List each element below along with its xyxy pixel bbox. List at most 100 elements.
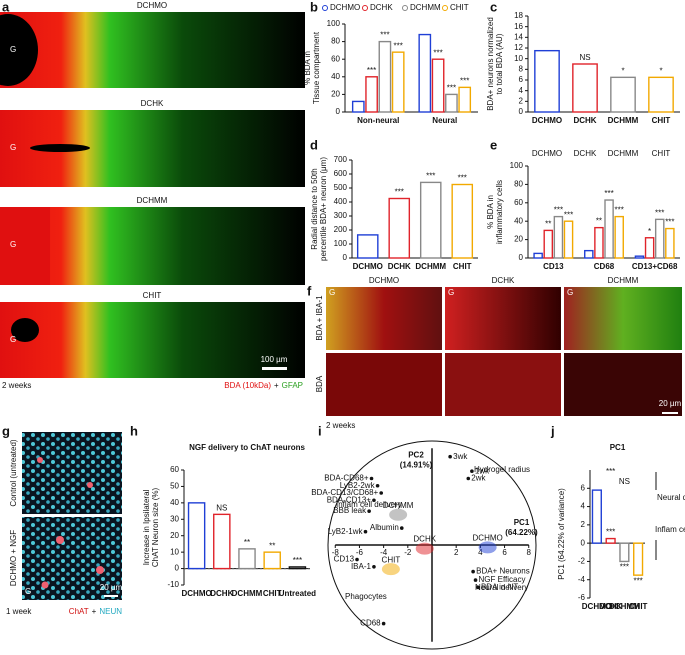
y-tick-label: 20 (514, 235, 523, 244)
y-tick-label: 100 (334, 239, 348, 248)
stain-legend: ChAT + NEUN (69, 607, 122, 616)
note: NS (619, 477, 630, 486)
x-tick-label: -8 (332, 548, 340, 557)
y-tick-label: 6 (519, 75, 524, 84)
bar (263, 551, 281, 570)
row-label: BDA + IBA-1 (315, 295, 324, 341)
significance: NS (579, 53, 590, 62)
significance: *** (655, 208, 664, 217)
x-tick-label: CD13+CD68 (632, 262, 678, 271)
bar (388, 197, 411, 259)
significance: *** (447, 84, 456, 93)
y-tick-label: 0 (519, 107, 524, 116)
y-tick-label: 300 (334, 211, 348, 220)
x-tick-label: 2 (454, 548, 459, 557)
y-axis-label: BDA+ neurons normalized (486, 17, 495, 111)
significance: * (621, 66, 624, 75)
loading-label: BDA-CD13/CD68+ (311, 488, 378, 497)
significance: *** (394, 41, 403, 50)
legend-marker (402, 5, 408, 11)
loading-label: 2wk (471, 474, 486, 483)
region-label: G (567, 288, 573, 297)
bar (563, 220, 574, 259)
x-tick-label: Neural (432, 116, 457, 125)
group-ellipse (381, 563, 400, 576)
y-tick-label: 600 (334, 169, 348, 178)
y-tick-label: 60 (331, 54, 340, 63)
panel-letter: b (310, 0, 318, 14)
x-tick-label: DCHMO (353, 262, 383, 271)
loading-point (372, 564, 376, 569)
y-tick-label: 100 (327, 19, 341, 28)
y-tick-label: 60 (514, 198, 523, 207)
legend-label: DCHMM (410, 3, 441, 12)
bar (572, 63, 598, 113)
loading-point (372, 498, 376, 503)
panel-f-images (326, 287, 682, 416)
region-label: G (25, 587, 31, 596)
significance: *** (615, 206, 624, 215)
group-header: DCHMM (608, 149, 639, 158)
bar (445, 93, 458, 113)
bar (419, 181, 442, 259)
panel-letter: e (490, 137, 497, 152)
y-tick-label: 0 (175, 564, 180, 573)
bar (654, 218, 665, 259)
stain-legend-part: BDA (10kDa) (224, 381, 271, 390)
significance: *** (564, 210, 573, 219)
y-axis-label: ChAT Neuron size (%) (151, 488, 160, 568)
stain-legend-part: + (274, 381, 279, 390)
loading-label: 3wk (453, 452, 468, 461)
significance: *** (380, 31, 389, 40)
x-axis-label: (64.22%) (505, 528, 538, 537)
bar (614, 215, 624, 259)
bar (610, 76, 636, 113)
loading-point (476, 585, 480, 590)
y-tick-label: 40 (331, 72, 340, 81)
loading-label: CD68 (360, 619, 381, 628)
significance: *** (620, 563, 629, 572)
bar (605, 537, 616, 544)
x-tick-label: DCHMO (582, 602, 612, 611)
bar (213, 513, 231, 570)
group-ellipse (478, 541, 497, 554)
y-tick-label: 100 (510, 161, 524, 170)
bar (431, 58, 445, 113)
bar (356, 234, 379, 259)
x-tick-label: DCHMM (232, 589, 263, 598)
y-tick-label: 14 (514, 32, 523, 41)
panel-letter: c (490, 0, 497, 14)
y-tick-label: 12 (514, 43, 523, 52)
x-tick-label: Non-neural (357, 116, 399, 125)
x-tick-label: DCHK (573, 116, 596, 125)
y-axis-label: to total BDA (AU) (495, 33, 504, 94)
significance: *** (606, 528, 615, 537)
bar (418, 33, 432, 113)
note: *** (606, 467, 615, 476)
y-tick-label: 80 (331, 37, 340, 46)
note: Inflam cell delivery (655, 525, 685, 534)
loading-label: CD13 (334, 555, 355, 564)
legend-label: DCHMO (330, 3, 360, 12)
y-tick-label: 400 (334, 197, 348, 206)
significance: *** (633, 576, 642, 585)
bar (288, 566, 307, 570)
loading-point (375, 483, 380, 488)
bar (634, 255, 645, 259)
bar (351, 100, 365, 113)
x-tick-label: -4 (380, 548, 388, 557)
group-label: DCHMM (383, 501, 414, 510)
significance: * (659, 66, 662, 75)
x-tick-label: 6 (502, 548, 507, 557)
panel-letter: g (2, 423, 10, 438)
group-label: DCHK (413, 535, 436, 544)
y-axis-label: (14.91%) (400, 461, 433, 470)
panel-letter: i (318, 423, 322, 438)
y-axis-label: % BDA in (303, 51, 312, 85)
note: Inflam cell delivery (336, 500, 402, 509)
group-label: CHIT (382, 555, 401, 564)
loading-label: 1wk (475, 466, 490, 475)
loading-point (381, 621, 386, 626)
y-axis-label: PC2 (408, 451, 424, 460)
significance: ** (596, 217, 602, 226)
